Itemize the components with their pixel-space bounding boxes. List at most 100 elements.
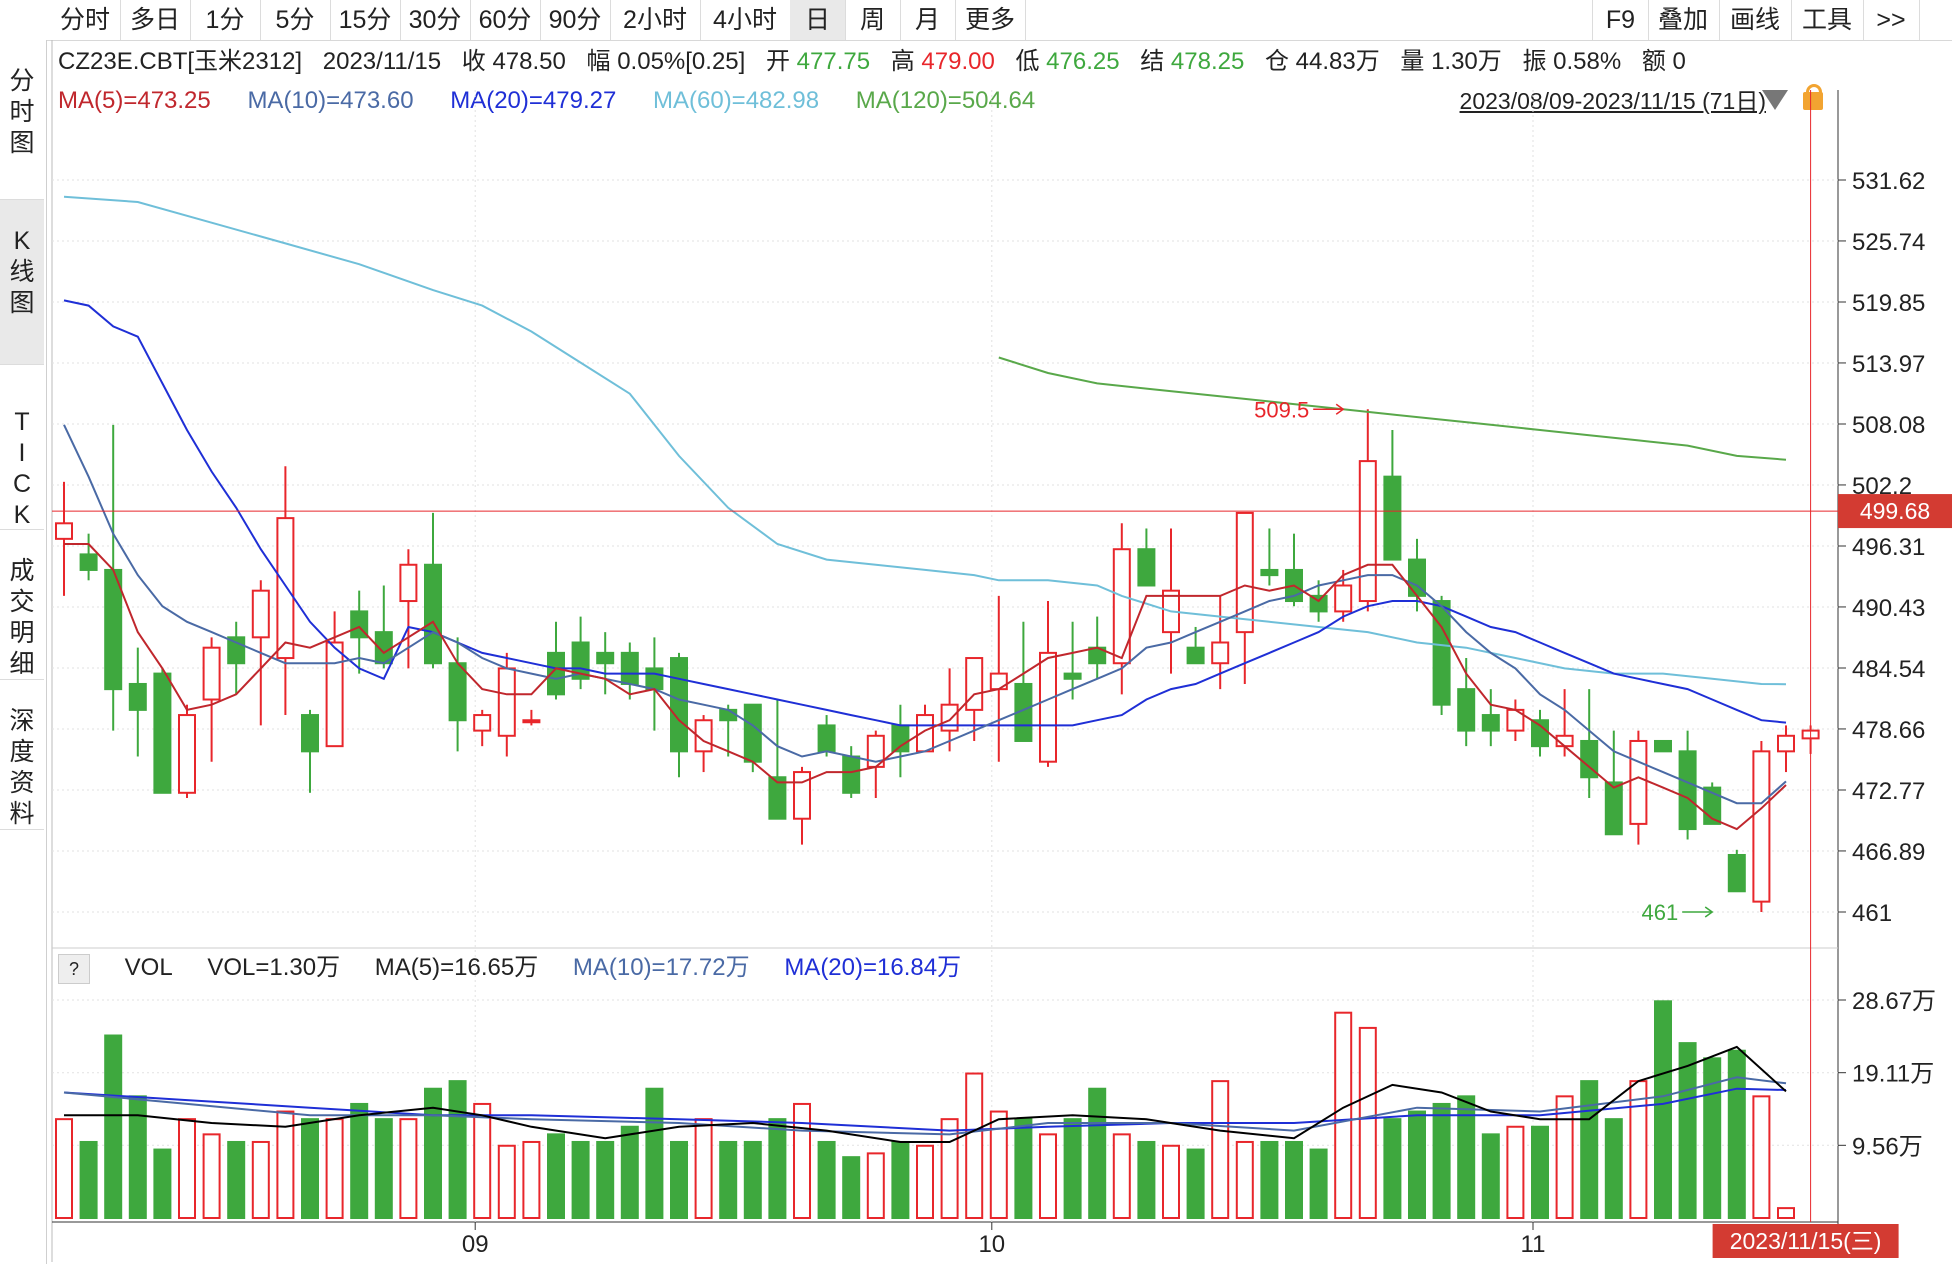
- candle-body: [1752, 750, 1771, 903]
- volume-bar: [1014, 1118, 1033, 1219]
- amplitude-value: 振 0.58%: [1522, 48, 1622, 75]
- price-tick-label: 466.89: [1852, 839, 1925, 866]
- volume-bar: [1039, 1133, 1057, 1219]
- price-tick-label: 484.54: [1852, 656, 1925, 683]
- sidebar-item-0[interactable]: 分时图: [0, 40, 44, 200]
- candle-body: [55, 522, 73, 540]
- sidebar-item-3[interactable]: 成交明细: [0, 530, 44, 680]
- period-tab-1[interactable]: 多日: [120, 0, 191, 40]
- period-tab-3[interactable]: 5分: [260, 0, 331, 40]
- candle-body: [399, 563, 418, 603]
- period-tab-9[interactable]: 4小时: [700, 0, 791, 40]
- volume-bar: [202, 1133, 221, 1219]
- candle-body: [473, 714, 492, 732]
- time-tick-label: 11: [1521, 1231, 1546, 1258]
- candle-body: [153, 672, 172, 794]
- candle-body: [989, 672, 1008, 691]
- candle-body: [743, 703, 762, 763]
- low-value: 低 476.25: [1015, 48, 1120, 75]
- candle-body: [768, 776, 787, 820]
- candle-body: [1555, 734, 1574, 748]
- toolbar-right-2[interactable]: 画线: [1719, 0, 1792, 40]
- period-tab-11[interactable]: 周: [845, 0, 901, 40]
- period-tab-12[interactable]: 月: [900, 0, 956, 40]
- candle-body: [1063, 672, 1082, 680]
- volume-bar: [1752, 1095, 1771, 1219]
- candle-body: [350, 610, 369, 639]
- crosshair-price-label: 499.68: [1860, 498, 1930, 524]
- period-tab-10[interactable]: 日: [790, 0, 846, 40]
- volume-bar: [916, 1144, 934, 1219]
- period-tab-8[interactable]: 2小时: [610, 0, 701, 40]
- volume-bar: [350, 1102, 369, 1219]
- lock-icon[interactable]: [1803, 84, 1823, 110]
- volume-bar: [1137, 1140, 1156, 1219]
- sidebar-item-4[interactable]: 深度资料: [0, 680, 44, 830]
- volume-bar: [325, 1118, 344, 1219]
- date-range-label[interactable]: 2023/08/09-2023/11/15 (71日): [1459, 88, 1766, 114]
- candle-body: [571, 641, 590, 680]
- settle-value: 结 478.25: [1140, 48, 1245, 75]
- volume-bar: [817, 1140, 836, 1219]
- crosshair-date-tag: [1712, 1224, 1899, 1258]
- volume-bar: [1112, 1133, 1131, 1219]
- period-tab-5[interactable]: 30分: [400, 0, 471, 40]
- close-value: 收 478.50: [461, 48, 566, 75]
- volume-bar: [1703, 1057, 1722, 1220]
- candle-body: [1260, 568, 1279, 577]
- range-dropdown-icon[interactable]: [1762, 90, 1788, 110]
- change-value: 幅 0.05%[0.25]: [586, 48, 746, 75]
- candle-body: [251, 589, 270, 639]
- vol-ma10-line: [63, 1076, 1787, 1136]
- volume-bar: [1235, 1140, 1254, 1219]
- period-tab-4[interactable]: 15分: [330, 0, 401, 40]
- price-tick-label: 490.43: [1852, 595, 1925, 622]
- ma60-line: [63, 195, 1787, 686]
- candle-body: [276, 517, 295, 660]
- volume-bar: [374, 1118, 393, 1219]
- period-tab-2[interactable]: 1分: [190, 0, 261, 40]
- price-tick-label: 472.77: [1852, 778, 1925, 805]
- toolbar-right-1[interactable]: 叠加: [1647, 0, 1720, 40]
- period-tab-7[interactable]: 90分: [540, 0, 611, 40]
- volume-bar: [1383, 1118, 1402, 1219]
- amount-value: 额 0: [1641, 48, 1686, 75]
- quote-info-bar: CZ23E.CBT[玉米2312] 2023/11/15 收 478.50 幅 …: [58, 44, 1700, 80]
- volume-bar: [276, 1110, 295, 1219]
- volume-bar: [128, 1095, 147, 1219]
- candle-body: [719, 708, 738, 722]
- vol-ma5-line: [64, 1045, 1787, 1143]
- extreme-marker-label: 509.5: [1254, 397, 1309, 422]
- volume-bar: [1211, 1080, 1230, 1220]
- period-tab-6[interactable]: 60分: [470, 0, 541, 40]
- period-tab-0[interactable]: 分时: [50, 0, 121, 40]
- candle-body: [325, 641, 344, 748]
- volume-bar: [547, 1133, 565, 1219]
- candle-body: [891, 724, 910, 753]
- volume-bar: [743, 1140, 762, 1219]
- candle-body: [497, 667, 516, 737]
- ma60-legend: MA(60)=482.98: [653, 87, 820, 114]
- period-toolbar: 分时 多日 1分 5分 15分 30分 60分 90分 2小时 4小时日周月更多 F9 叠加 画线 工具 >…: [0, 0, 1952, 41]
- volume-bar: [1457, 1095, 1476, 1219]
- toolbar-right-0[interactable]: F9: [1592, 0, 1649, 40]
- ma20-legend: MA(20)=479.27: [450, 87, 617, 114]
- vol-ma5-legend: MA(5)=16.65万: [374, 954, 539, 981]
- toolbar-right-4[interactable]: >>: [1863, 0, 1920, 40]
- ma20-line: [63, 299, 1787, 727]
- volume-bar: [1580, 1080, 1599, 1220]
- ma5-legend: MA(5)=473.25: [58, 87, 211, 114]
- toolbar-right-3[interactable]: 工具: [1791, 0, 1864, 40]
- volume-tick-label: 9.56万: [1852, 1133, 1923, 1160]
- volume-bar: [940, 1118, 959, 1219]
- help-icon[interactable]: ?: [58, 954, 90, 984]
- volume-bar: [1777, 1207, 1795, 1220]
- price-tick-label: 478.66: [1852, 717, 1925, 744]
- period-tab-13[interactable]: 更多: [955, 0, 1026, 40]
- volume-bar: [473, 1102, 492, 1219]
- time-tick-label: 10: [978, 1231, 1005, 1258]
